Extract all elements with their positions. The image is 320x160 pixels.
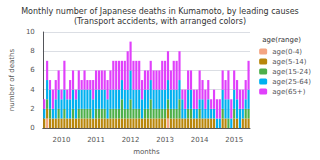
svg-text:age(0-4): age(0-4) bbox=[272, 48, 302, 56]
svg-text:2013: 2013 bbox=[156, 136, 174, 144]
svg-text:(Transport accidents, with arr: (Transport accidents, with arranged colo… bbox=[74, 17, 246, 26]
svg-text:2011: 2011 bbox=[87, 136, 105, 144]
svg-text:age(15-24): age(15-24) bbox=[272, 68, 311, 76]
svg-text:number of deaths: number of deaths bbox=[8, 49, 16, 112]
svg-text:2014: 2014 bbox=[191, 136, 209, 144]
svg-text:age(25-64): age(25-64) bbox=[272, 78, 311, 86]
svg-text:age(range): age(range) bbox=[262, 36, 301, 44]
svg-text:2015: 2015 bbox=[225, 136, 243, 144]
svg-text:6: 6 bbox=[30, 66, 35, 74]
svg-text:8: 8 bbox=[30, 47, 34, 55]
svg-text:0: 0 bbox=[30, 124, 34, 132]
svg-text:2010: 2010 bbox=[53, 136, 71, 144]
svg-text:Monthly number of Japanese dea: Monthly number of Japanese deaths in Kum… bbox=[21, 7, 299, 16]
svg-text:age(5-14): age(5-14) bbox=[272, 58, 307, 66]
svg-text:age(65+): age(65+) bbox=[272, 88, 306, 96]
svg-text:10: 10 bbox=[26, 28, 35, 36]
svg-text:2: 2 bbox=[30, 105, 34, 113]
svg-text:months: months bbox=[133, 148, 160, 156]
svg-text:2012: 2012 bbox=[122, 136, 140, 144]
svg-text:4: 4 bbox=[30, 86, 35, 94]
